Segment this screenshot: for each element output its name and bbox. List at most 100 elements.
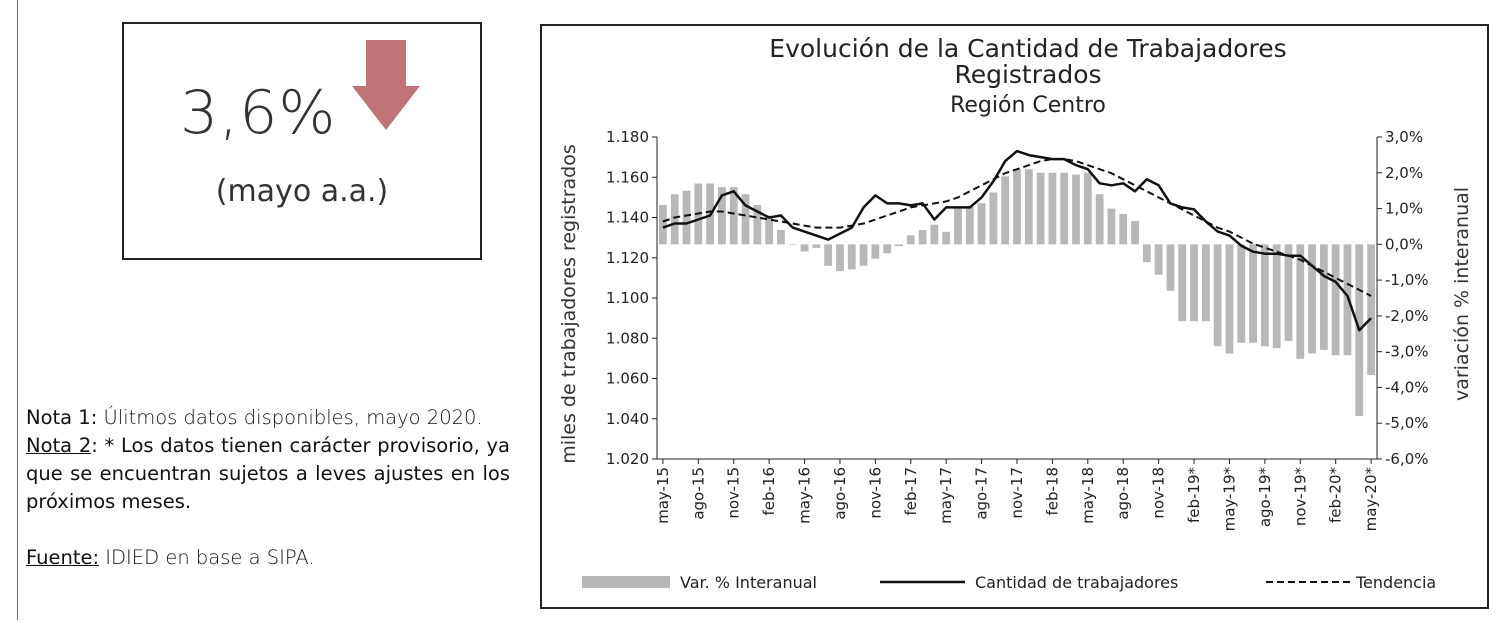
bar-may-19*	[1225, 244, 1234, 354]
note-1: Nota 1: Úlitmos datos disponibles, mayo …	[26, 404, 510, 432]
legend-label-bars: Var. % Interanual	[680, 573, 817, 592]
bar-nov-15	[729, 187, 738, 245]
x-tick-label: feb-16	[760, 467, 778, 516]
bar-abr-18	[1072, 174, 1080, 245]
chart-subtitle: Región Centro	[950, 93, 1106, 118]
y-axis-label: miles de trabajadores registrados	[558, 144, 580, 464]
bar-may-18	[1083, 172, 1092, 245]
source-text: IDIED en base a SIPA.	[105, 546, 315, 569]
y-tick-label: 1.140	[606, 209, 649, 227]
bar-oct-19*	[1284, 244, 1293, 341]
kpi-value: 3,6%	[180, 78, 337, 148]
x-tick-label: ago-19*	[1256, 467, 1274, 528]
y2-tick-label: 3,0%	[1385, 128, 1423, 146]
y-tick-label: 1.100	[606, 289, 649, 307]
bar-sep-16	[847, 244, 856, 270]
bar-may-15	[659, 204, 667, 245]
x-tick-label: may-15	[654, 467, 672, 524]
bar-oct-15	[718, 187, 726, 245]
bar-jun-15	[670, 194, 679, 245]
bar-sep-17	[989, 192, 998, 245]
bar-abr-19*	[1213, 244, 1222, 347]
bar-mar-18	[1060, 172, 1069, 245]
y2-tick-label: -4,0%	[1385, 378, 1429, 396]
y2-tick-label: 1,0%	[1385, 200, 1423, 218]
notes-section: Nota 1: Úlitmos datos disponibles, mayo …	[26, 404, 510, 572]
y2-tick-label: 2,0%	[1385, 164, 1423, 182]
y-tick-label: 1.180	[606, 128, 649, 146]
bar-oct-17	[1001, 176, 1010, 245]
bar-feb-16	[765, 215, 774, 245]
x-tick-label: feb-20*	[1327, 467, 1345, 524]
bar-may-16	[800, 244, 809, 252]
bar-dic-19*	[1308, 244, 1316, 354]
x-tick-label: feb-18	[1043, 467, 1061, 516]
chart-title-line2: Registrados	[954, 60, 1101, 89]
x-tick-label: ago-17	[973, 467, 991, 520]
bar-feb-19*	[1190, 244, 1198, 322]
bar-jun-18	[1095, 194, 1104, 245]
chart-title-line1: Evolución de la Cantidad de Trabajadores	[769, 34, 1286, 63]
bar-jun-16	[812, 244, 821, 248]
x-tick-label: feb-19*	[1185, 467, 1203, 524]
bar-ene-18	[1036, 172, 1045, 245]
bar-ene-16	[753, 204, 762, 245]
kpi-period: (mayo a.a.)	[215, 174, 389, 209]
bar-dic-15	[741, 194, 750, 245]
y-tick-label: 1.080	[606, 329, 649, 347]
legend-label-workers: Cantidad de trabajadores	[975, 573, 1178, 592]
bar-sep-18	[1131, 221, 1139, 245]
note-1-label: Nota 1:	[26, 406, 98, 429]
bar-ago-17	[977, 203, 986, 245]
y2-tick-label: -5,0%	[1385, 414, 1429, 432]
y-tick-label: 1.060	[606, 370, 649, 388]
x-tick-label: may-20*	[1362, 467, 1380, 532]
bar-ene-17	[895, 244, 903, 247]
source-label: Fuente:	[26, 546, 100, 569]
bar-nov-19*	[1296, 244, 1305, 359]
bar-mar-16	[777, 230, 785, 245]
source: Fuente: IDIED en base a SIPA.	[26, 544, 510, 572]
y2-tick-label: -1,0%	[1385, 271, 1429, 289]
bar-jul-16	[824, 244, 833, 266]
x-tick-label: nov-19*	[1291, 467, 1309, 527]
bar-jul-15	[682, 190, 691, 245]
bar-ago-19*	[1260, 244, 1269, 347]
note-2-label: Nota 2	[26, 434, 92, 457]
bar-mar-19*	[1201, 244, 1210, 322]
bar-feb-20*	[1331, 244, 1340, 356]
bar-jun-17	[954, 208, 962, 245]
y-tick-label: 1.160	[606, 168, 649, 186]
note-2: Nota 2: * Los datos tienen carácter prov…	[26, 432, 510, 516]
workers-chart: Evolución de la Cantidad de Trabajadores…	[558, 34, 1473, 592]
x-tick-label: ago-15	[689, 467, 707, 520]
x-tick-label: may-19*	[1221, 467, 1239, 532]
bar-dic-18	[1166, 244, 1175, 291]
bar-feb-18	[1048, 172, 1057, 245]
bar-jul-19*	[1249, 244, 1257, 343]
bar-dic-16	[883, 244, 892, 254]
y-tick-label: 1.040	[606, 410, 649, 428]
bar-ago-18	[1119, 213, 1128, 245]
left-divider-line	[17, 0, 18, 620]
x-tick-label: may-16	[796, 467, 814, 524]
y2-tick-label: -3,0%	[1385, 343, 1429, 361]
y2-tick-label: -6,0%	[1385, 450, 1429, 468]
legend-swatch-bars	[582, 576, 670, 588]
bar-may-17	[942, 231, 951, 245]
bar-oct-16	[859, 244, 868, 266]
workers-line	[662, 149, 1372, 332]
note-1-text: Úlitmos datos disponibles, mayo 2020.	[103, 406, 483, 429]
y2-tick-label: 0,0%	[1385, 235, 1423, 253]
bar-ago-16	[836, 244, 844, 272]
x-tick-label: ago-16	[831, 467, 849, 520]
x-tick-label: nov-17	[1008, 467, 1026, 519]
bar-ene-19*	[1178, 244, 1187, 322]
x-tick-label: ago-18	[1114, 467, 1132, 520]
x-tick-label: feb-17	[902, 467, 920, 516]
trend-line	[662, 158, 1372, 297]
bar-jul-17	[965, 206, 974, 245]
kpi-card: 3,6% (mayo a.a.)	[122, 22, 482, 260]
y-tick-label: 1.020	[606, 450, 649, 468]
legend-label-trend: Tendencia	[1355, 573, 1436, 592]
